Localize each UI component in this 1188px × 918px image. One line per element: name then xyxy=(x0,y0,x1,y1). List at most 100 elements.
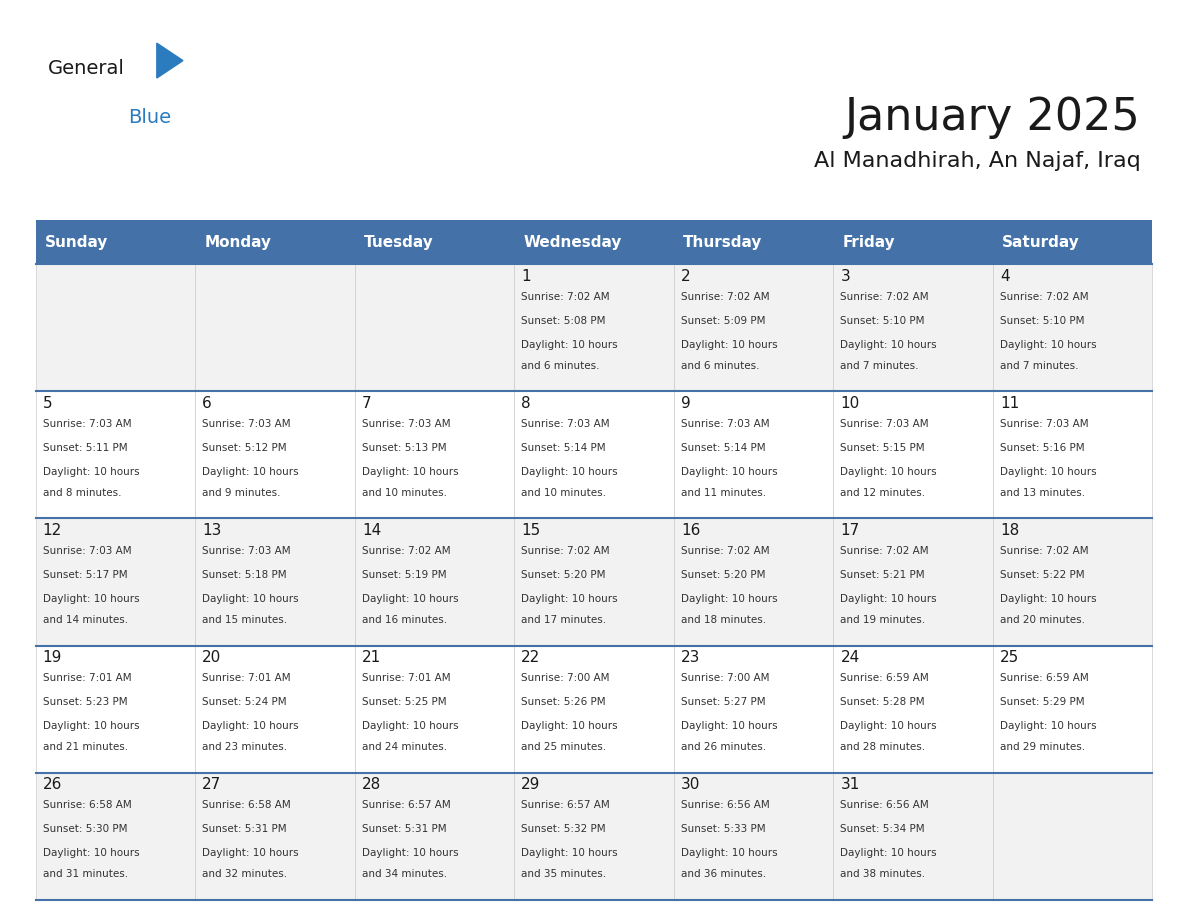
Text: Sunset: 5:08 PM: Sunset: 5:08 PM xyxy=(522,316,606,326)
Text: Sunset: 5:29 PM: Sunset: 5:29 PM xyxy=(1000,697,1085,707)
Text: Sunrise: 7:03 AM: Sunrise: 7:03 AM xyxy=(43,419,132,429)
Text: Sunset: 5:16 PM: Sunset: 5:16 PM xyxy=(1000,442,1085,453)
Text: Sunrise: 6:56 AM: Sunrise: 6:56 AM xyxy=(840,800,929,810)
Text: 6: 6 xyxy=(202,396,211,411)
Text: 7: 7 xyxy=(362,396,372,411)
FancyBboxPatch shape xyxy=(833,220,993,264)
Text: Sunrise: 7:00 AM: Sunrise: 7:00 AM xyxy=(522,673,609,683)
Text: Daylight: 10 hours: Daylight: 10 hours xyxy=(362,848,459,857)
Text: Sunrise: 7:01 AM: Sunrise: 7:01 AM xyxy=(202,673,291,683)
FancyBboxPatch shape xyxy=(195,645,355,773)
Text: Sunset: 5:21 PM: Sunset: 5:21 PM xyxy=(840,570,925,580)
Text: and 16 minutes.: and 16 minutes. xyxy=(362,615,447,625)
Text: Sunset: 5:32 PM: Sunset: 5:32 PM xyxy=(522,824,606,834)
Text: Daylight: 10 hours: Daylight: 10 hours xyxy=(362,466,459,476)
FancyBboxPatch shape xyxy=(36,645,195,773)
Text: Daylight: 10 hours: Daylight: 10 hours xyxy=(202,594,299,604)
Text: Daylight: 10 hours: Daylight: 10 hours xyxy=(1000,594,1097,604)
Text: Daylight: 10 hours: Daylight: 10 hours xyxy=(43,594,139,604)
Text: Sunset: 5:33 PM: Sunset: 5:33 PM xyxy=(681,824,765,834)
FancyBboxPatch shape xyxy=(674,519,833,645)
Text: Sunrise: 7:03 AM: Sunrise: 7:03 AM xyxy=(43,546,132,556)
Text: and 19 minutes.: and 19 minutes. xyxy=(840,615,925,625)
Text: Sunset: 5:17 PM: Sunset: 5:17 PM xyxy=(43,570,127,580)
Text: Sunset: 5:34 PM: Sunset: 5:34 PM xyxy=(840,824,925,834)
FancyBboxPatch shape xyxy=(993,773,1152,900)
Text: Sunset: 5:28 PM: Sunset: 5:28 PM xyxy=(840,697,925,707)
Text: Sunrise: 7:01 AM: Sunrise: 7:01 AM xyxy=(43,673,132,683)
Text: Daylight: 10 hours: Daylight: 10 hours xyxy=(681,848,777,857)
Text: Sunset: 5:12 PM: Sunset: 5:12 PM xyxy=(202,442,287,453)
Text: Sunrise: 7:03 AM: Sunrise: 7:03 AM xyxy=(202,419,291,429)
FancyBboxPatch shape xyxy=(674,773,833,900)
Text: Sunset: 5:14 PM: Sunset: 5:14 PM xyxy=(681,442,765,453)
Text: Sunset: 5:23 PM: Sunset: 5:23 PM xyxy=(43,697,127,707)
Text: Daylight: 10 hours: Daylight: 10 hours xyxy=(522,721,618,731)
FancyBboxPatch shape xyxy=(355,645,514,773)
Text: Wednesday: Wednesday xyxy=(524,235,623,250)
Text: and 8 minutes.: and 8 minutes. xyxy=(43,487,121,498)
Text: Sunset: 5:31 PM: Sunset: 5:31 PM xyxy=(202,824,287,834)
Text: January 2025: January 2025 xyxy=(845,96,1140,140)
Text: 15: 15 xyxy=(522,523,541,538)
Text: Monday: Monday xyxy=(204,235,272,250)
Text: Sunset: 5:20 PM: Sunset: 5:20 PM xyxy=(522,570,606,580)
Text: Sunrise: 6:58 AM: Sunrise: 6:58 AM xyxy=(202,800,291,810)
Text: 14: 14 xyxy=(362,523,381,538)
Text: Daylight: 10 hours: Daylight: 10 hours xyxy=(43,848,139,857)
Text: 24: 24 xyxy=(840,650,860,666)
FancyBboxPatch shape xyxy=(674,220,833,264)
Text: Sunset: 5:22 PM: Sunset: 5:22 PM xyxy=(1000,570,1085,580)
Text: Daylight: 10 hours: Daylight: 10 hours xyxy=(202,848,299,857)
Text: Daylight: 10 hours: Daylight: 10 hours xyxy=(362,594,459,604)
Text: Saturday: Saturday xyxy=(1003,235,1080,250)
FancyBboxPatch shape xyxy=(36,519,195,645)
Text: 23: 23 xyxy=(681,650,700,666)
Text: and 25 minutes.: and 25 minutes. xyxy=(522,742,607,752)
Text: and 10 minutes.: and 10 minutes. xyxy=(522,487,606,498)
Text: Sunset: 5:13 PM: Sunset: 5:13 PM xyxy=(362,442,447,453)
Text: Friday: Friday xyxy=(842,235,896,250)
Text: and 29 minutes.: and 29 minutes. xyxy=(1000,742,1085,752)
Text: 3: 3 xyxy=(840,269,851,284)
FancyBboxPatch shape xyxy=(195,264,355,391)
Text: and 7 minutes.: and 7 minutes. xyxy=(1000,361,1079,371)
FancyBboxPatch shape xyxy=(833,391,993,519)
FancyBboxPatch shape xyxy=(993,519,1152,645)
Text: Daylight: 10 hours: Daylight: 10 hours xyxy=(840,466,937,476)
Text: and 6 minutes.: and 6 minutes. xyxy=(522,361,600,371)
Text: Daylight: 10 hours: Daylight: 10 hours xyxy=(522,340,618,350)
Text: 19: 19 xyxy=(43,650,62,666)
FancyBboxPatch shape xyxy=(674,645,833,773)
Text: Sunset: 5:09 PM: Sunset: 5:09 PM xyxy=(681,316,765,326)
Text: and 17 minutes.: and 17 minutes. xyxy=(522,615,607,625)
Text: Sunrise: 7:02 AM: Sunrise: 7:02 AM xyxy=(840,292,929,302)
Text: Sunrise: 7:00 AM: Sunrise: 7:00 AM xyxy=(681,673,770,683)
Text: Daylight: 10 hours: Daylight: 10 hours xyxy=(1000,721,1097,731)
Text: 4: 4 xyxy=(1000,269,1010,284)
Text: and 35 minutes.: and 35 minutes. xyxy=(522,869,607,879)
Text: Sunrise: 7:03 AM: Sunrise: 7:03 AM xyxy=(362,419,450,429)
FancyBboxPatch shape xyxy=(355,773,514,900)
Text: Sunrise: 7:02 AM: Sunrise: 7:02 AM xyxy=(681,292,770,302)
Text: and 34 minutes.: and 34 minutes. xyxy=(362,869,447,879)
Text: and 23 minutes.: and 23 minutes. xyxy=(202,742,287,752)
Text: Daylight: 10 hours: Daylight: 10 hours xyxy=(202,721,299,731)
Text: and 12 minutes.: and 12 minutes. xyxy=(840,487,925,498)
Polygon shape xyxy=(157,43,183,78)
Text: Sunset: 5:26 PM: Sunset: 5:26 PM xyxy=(522,697,606,707)
FancyBboxPatch shape xyxy=(195,773,355,900)
Text: Sunrise: 6:57 AM: Sunrise: 6:57 AM xyxy=(522,800,611,810)
Text: and 18 minutes.: and 18 minutes. xyxy=(681,615,766,625)
Text: 26: 26 xyxy=(43,778,62,792)
Text: and 15 minutes.: and 15 minutes. xyxy=(202,615,287,625)
Text: Sunrise: 7:03 AM: Sunrise: 7:03 AM xyxy=(522,419,609,429)
Text: and 21 minutes.: and 21 minutes. xyxy=(43,742,128,752)
Text: Daylight: 10 hours: Daylight: 10 hours xyxy=(681,466,777,476)
FancyBboxPatch shape xyxy=(36,391,195,519)
Text: 9: 9 xyxy=(681,396,690,411)
FancyBboxPatch shape xyxy=(36,773,195,900)
FancyBboxPatch shape xyxy=(674,264,833,391)
Text: Daylight: 10 hours: Daylight: 10 hours xyxy=(522,466,618,476)
Text: Sunrise: 7:02 AM: Sunrise: 7:02 AM xyxy=(522,546,609,556)
